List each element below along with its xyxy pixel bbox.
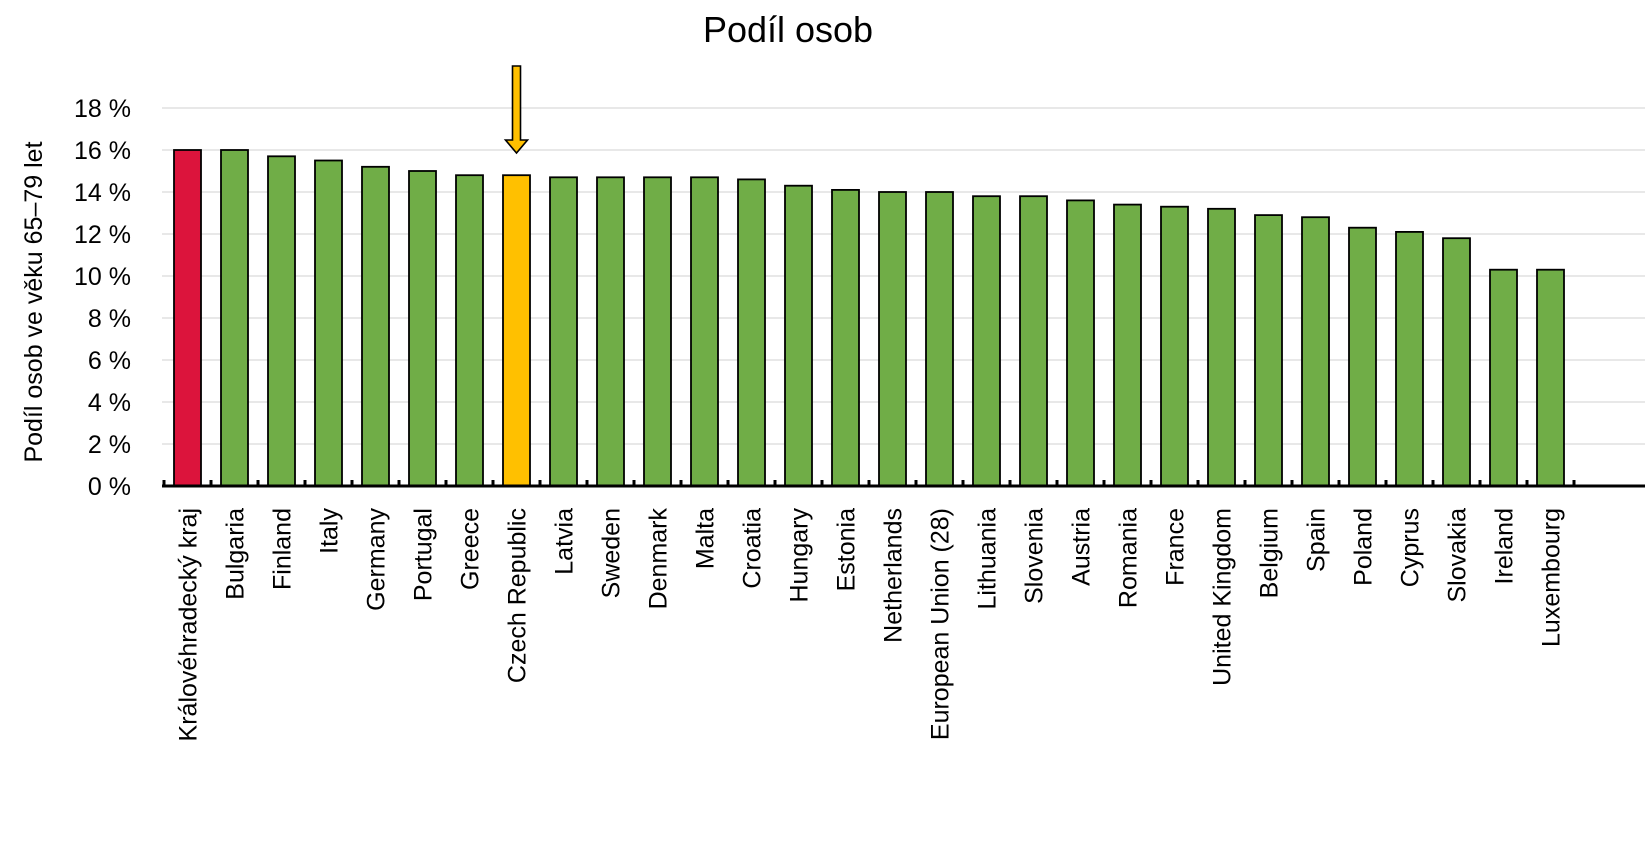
x-tick-label: Sweden (598, 508, 626, 598)
bar (1066, 199, 1095, 487)
bar (1019, 195, 1048, 487)
y-tick-label: 0 % (88, 473, 131, 501)
x-tick-label: European Union (28) (927, 508, 955, 740)
x-tick-label: Czech Republic (504, 508, 532, 683)
y-tick-label: 18 % (74, 95, 131, 123)
bar (878, 191, 907, 487)
bar (1348, 226, 1377, 487)
x-tick-label: Denmark (645, 508, 673, 610)
bar (1442, 237, 1471, 487)
x-tick-label: Portugal (410, 508, 438, 601)
x-tick-label: Germany (363, 508, 391, 611)
y-tick-label: 6 % (88, 347, 131, 375)
bar (1113, 203, 1142, 487)
x-tick-label: Malta (692, 508, 720, 569)
x-tick-label: Slovenia (1021, 508, 1049, 604)
bar (455, 174, 484, 487)
bar (361, 165, 390, 487)
x-tick-label: Poland (1350, 508, 1378, 586)
y-tick-label: 8 % (88, 305, 131, 333)
bar (596, 176, 625, 487)
x-tick-label: Latvia (551, 508, 579, 575)
x-tick-label: Bulgaria (222, 508, 250, 600)
bar (643, 176, 672, 487)
bar (690, 176, 719, 487)
highlight-arrow (503, 65, 530, 155)
bar (173, 149, 202, 487)
x-axis (162, 480, 1645, 488)
y-axis-ticks: 0 % 2 % 4 % 6 % 8 % 10 % 12 % 14 % 16 % 18 % (74, 95, 131, 501)
bar (737, 178, 766, 487)
y-tick-label: 14 % (74, 179, 131, 207)
y-tick-label: 10 % (74, 263, 131, 291)
x-tick-label: Ireland (1491, 508, 1519, 584)
y-tick-label: 2 % (88, 431, 131, 459)
bar (408, 170, 437, 487)
bar (220, 149, 249, 487)
x-tick-label: Královéhradecký kraj (175, 508, 203, 741)
x-tick-label: Hungary (786, 508, 814, 603)
bars (173, 149, 1565, 487)
x-tick-label: Croatia (739, 508, 767, 589)
y-tick-label: 16 % (74, 137, 131, 165)
x-tick-label: Spain (1303, 508, 1331, 572)
bar (1489, 268, 1518, 487)
bar (314, 159, 343, 487)
bar (1160, 205, 1189, 487)
x-tick-label: France (1162, 508, 1190, 586)
category-labels: Královéhradecký kraj Bulgaria Finland Italy… (175, 508, 1566, 742)
x-tick-label: Austria (1068, 508, 1096, 586)
x-tick-label: Luxembourg (1538, 508, 1566, 647)
x-tick-label: Finland (269, 508, 297, 590)
x-tick-label: Slovakia (1444, 508, 1472, 603)
bar (925, 191, 954, 487)
bar (549, 176, 578, 487)
y-tick-label: 12 % (74, 221, 131, 249)
arrow-icon (503, 65, 530, 155)
x-tick-label: Romania (1115, 508, 1143, 608)
bar (1536, 268, 1565, 487)
bar (1395, 230, 1424, 487)
bar (267, 155, 296, 487)
bar (502, 174, 531, 487)
bar (1254, 214, 1283, 487)
bar (972, 195, 1001, 487)
x-tick-label: Lithuania (974, 508, 1002, 610)
x-tick-label: Netherlands (880, 508, 908, 643)
bar (784, 184, 813, 487)
bar (1207, 207, 1236, 487)
x-tick-label: Belgium (1256, 508, 1284, 598)
y-tick-label: 4 % (88, 389, 131, 417)
x-tick-label: Greece (457, 508, 485, 590)
x-tick-label: Estonia (833, 508, 861, 591)
chart-title: Podíl osob (703, 9, 873, 50)
bar (1301, 216, 1330, 487)
bar (831, 188, 860, 487)
x-tick-label: Cyprus (1397, 508, 1425, 587)
x-tick-label: United Kingdom (1209, 508, 1237, 686)
x-tick-label: Italy (316, 508, 344, 554)
y-axis-label: Podíl osob ve věku 65–79 let (20, 141, 48, 462)
